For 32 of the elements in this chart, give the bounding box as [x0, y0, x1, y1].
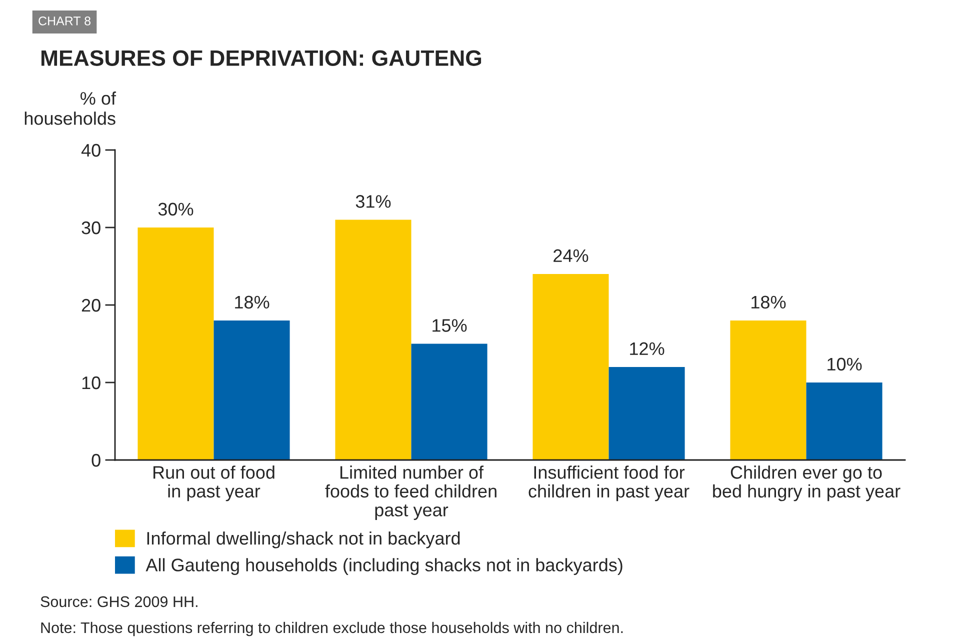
y-axis-title: % of households: [24, 92, 116, 125]
y-tick-label: 30: [82, 221, 100, 234]
data-label: 24%: [554, 249, 588, 262]
x-tick-label: Run out of food in past year: [154, 466, 274, 502]
chart-title: MEASURES OF DEPRIVATION: GAUTENG: [41, 50, 482, 66]
text: Note: Those questions referring to children exclude those households with no children.: [41, 622, 623, 636]
bar: [608, 367, 685, 460]
bar: [806, 382, 882, 460]
source-note: Source: GHS 2009 HH.: [40, 596, 198, 608]
x-tick-label: Limited number of foods to feed children past year: [325, 466, 496, 520]
bar: [411, 344, 488, 460]
x-tick-label: Insufficient food for children in past year: [528, 466, 690, 502]
y-tick-label: 20: [82, 298, 100, 312]
bar: [214, 320, 290, 460]
data-label: 18%: [235, 296, 270, 309]
data-label: 15%: [432, 319, 467, 332]
x-tick-label: Children ever go to bed hungry in past year: [713, 466, 900, 502]
y-tick-label: 40: [81, 144, 100, 157]
data-label: 10%: [828, 358, 862, 371]
legend-label: All Gauteng households (including shacks not in backyards): [146, 558, 622, 575]
bar: [532, 274, 609, 460]
caption: CHART 8: [38, 16, 90, 26]
legend-label: Informal dwelling/shack not in backyard: [147, 531, 460, 548]
bar: [335, 220, 412, 460]
y-tick-label: 0: [92, 454, 100, 467]
data-label: 30%: [158, 202, 194, 216]
data-label: 12%: [630, 342, 664, 356]
y-tick-label: 10: [82, 376, 100, 390]
data-label: 18%: [752, 296, 786, 309]
bar: [730, 320, 806, 460]
data-label: 31%: [356, 195, 391, 208]
bar: [138, 228, 214, 460]
